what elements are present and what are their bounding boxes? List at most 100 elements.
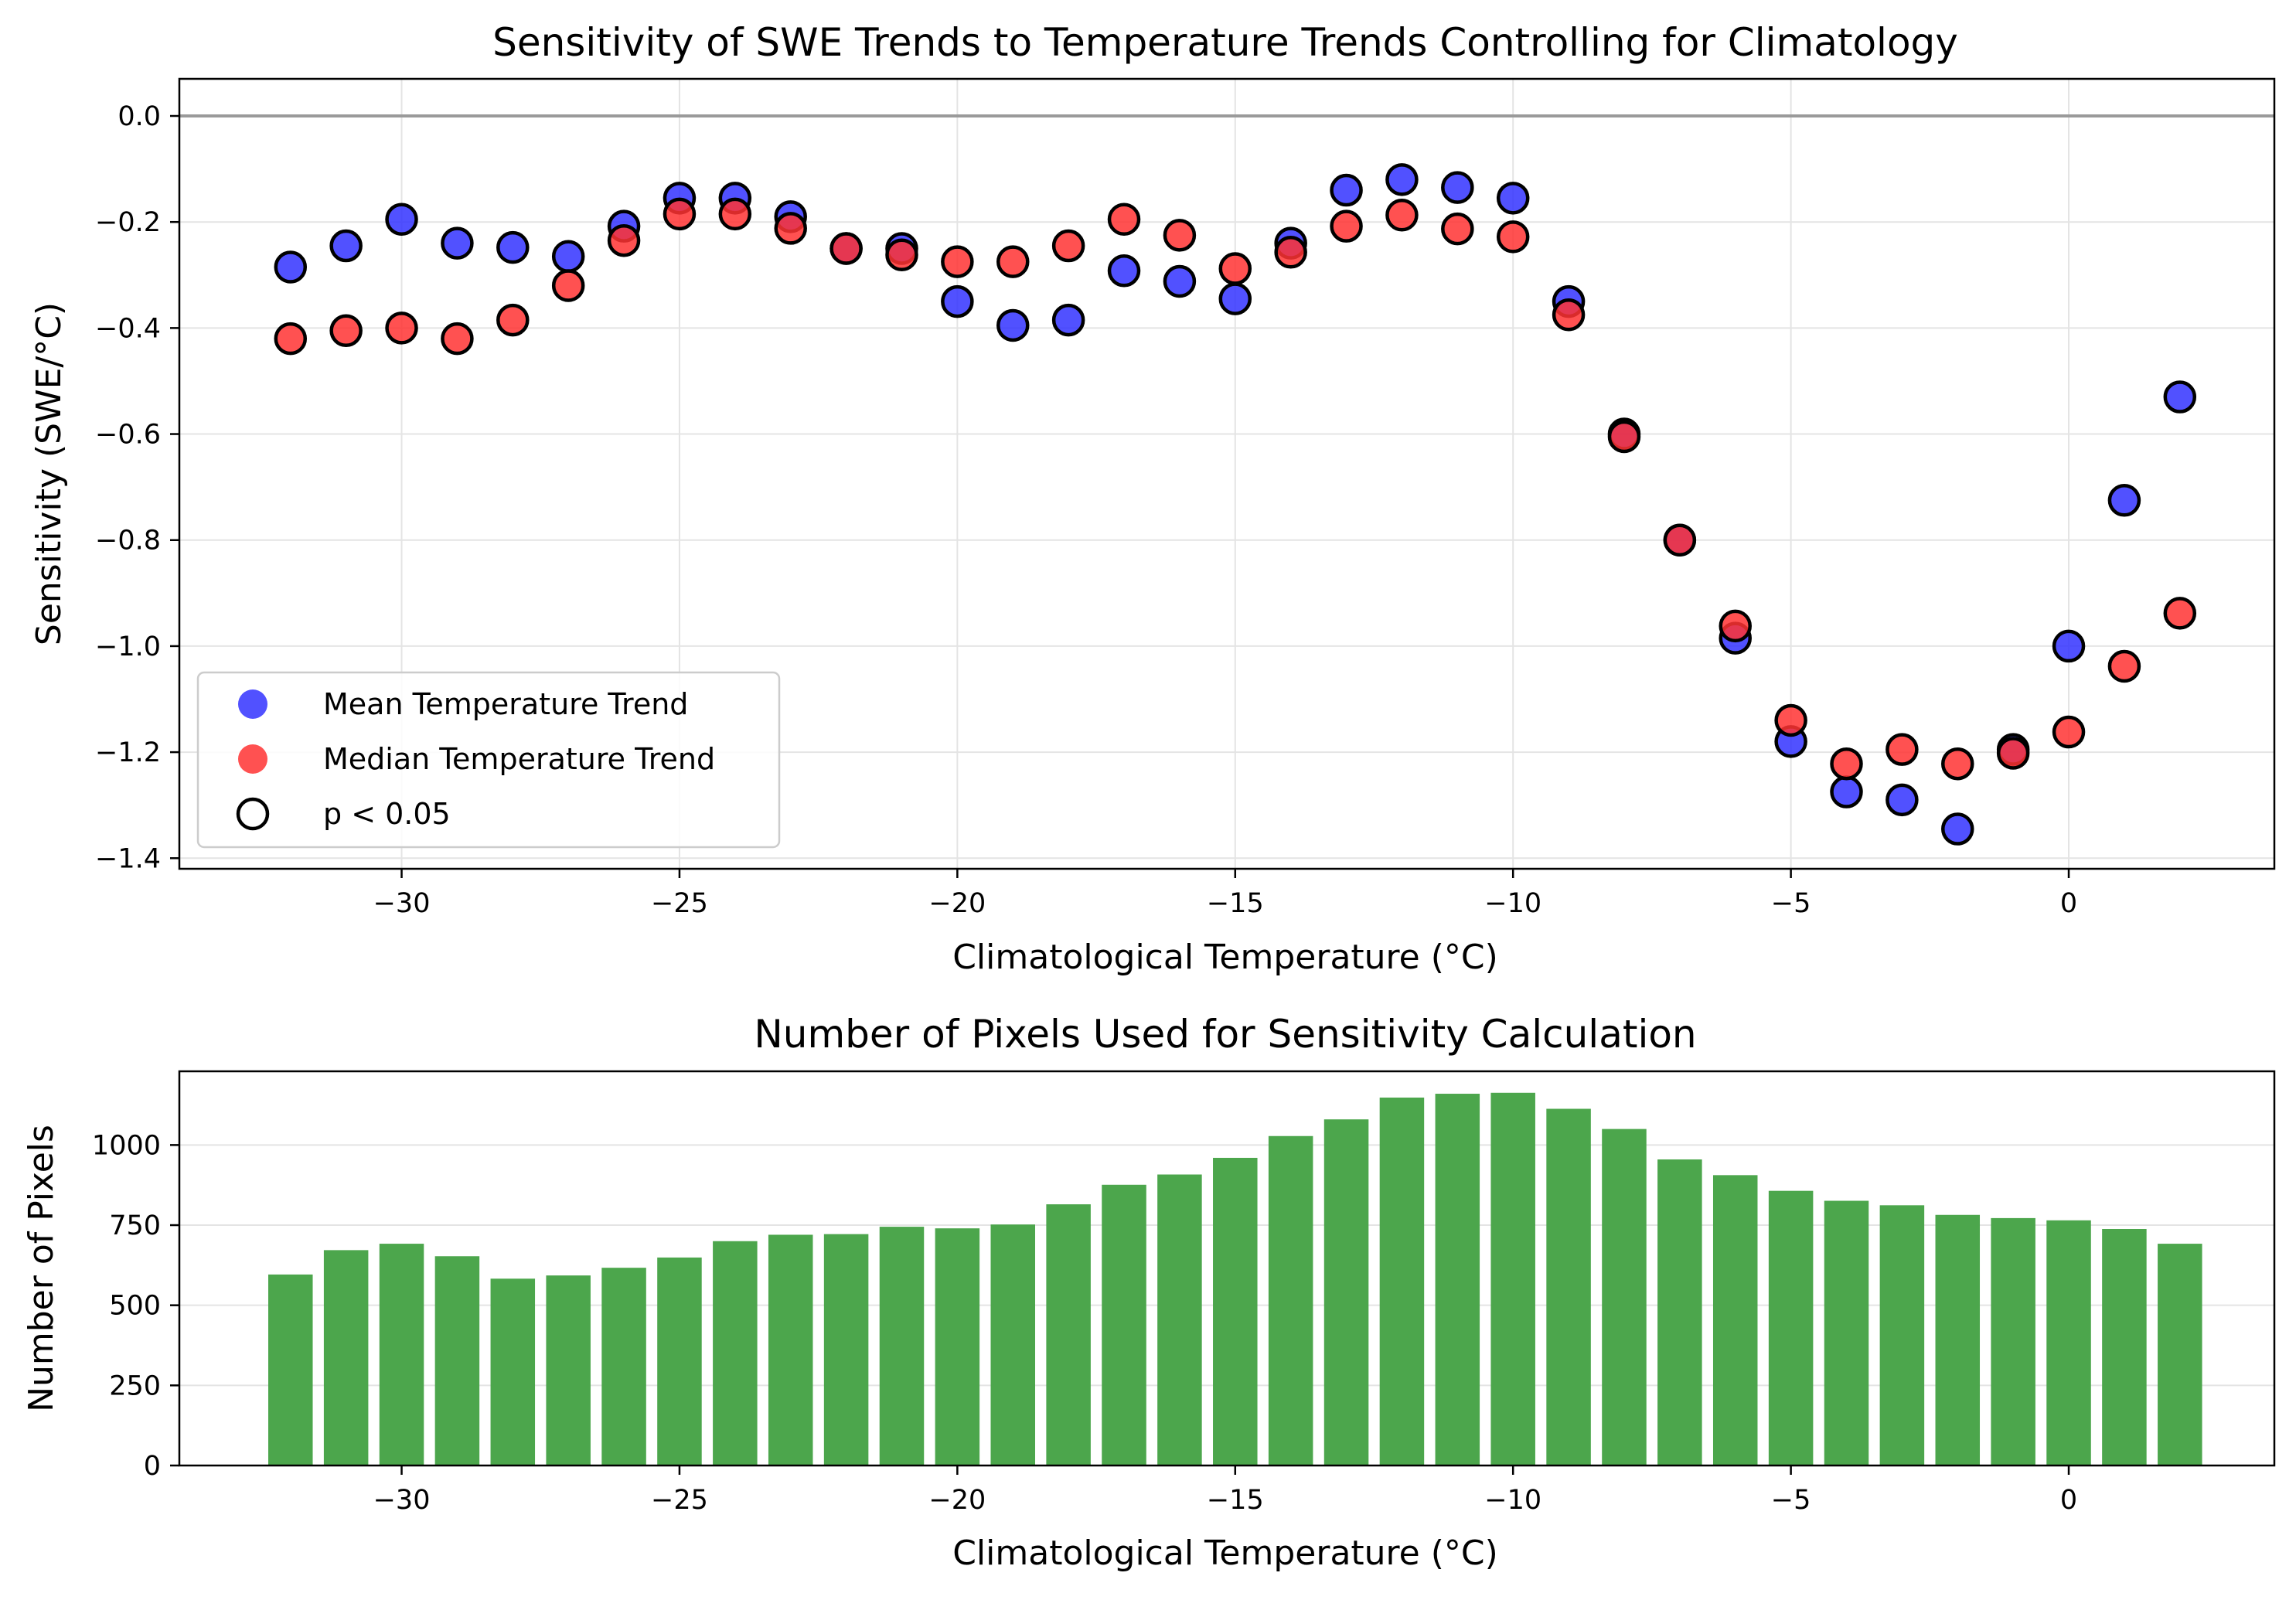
pixel-count-bar xyxy=(1157,1174,1202,1466)
legend-entry-median: Median Temperature Trend xyxy=(238,742,715,776)
mean-trend-point xyxy=(385,203,418,237)
bar-x-tick-label: −25 xyxy=(651,1485,708,1516)
bars xyxy=(268,1092,2202,1466)
pixel-count-bar xyxy=(1268,1135,1313,1466)
median-trend-point xyxy=(1552,298,1586,332)
legend-frame xyxy=(196,671,781,849)
bar-title: Number of Pixels Used for Sensitivity Ca… xyxy=(754,1012,1696,1057)
median-trend-point xyxy=(1663,523,1697,557)
pixel-count-bar xyxy=(379,1244,424,1466)
bar-y-tick-label: 1000 xyxy=(92,1130,161,1161)
scatter-x-tick-label: −25 xyxy=(651,888,708,919)
pixel-count-bar xyxy=(268,1274,313,1466)
bar-y-ticks: 0 250 500 750 1000 xyxy=(92,1130,179,1482)
pixel-count-bar xyxy=(768,1234,813,1466)
mean-trend-point xyxy=(2163,380,2197,414)
median-trend-point xyxy=(2107,649,2141,683)
scatter-y-tick-label: −0.8 xyxy=(95,526,161,557)
pixel-count-bar xyxy=(1435,1094,1480,1466)
median-trend-point xyxy=(441,322,474,356)
pixel-count-bar xyxy=(1490,1092,1535,1466)
scatter-x-tick-label: −30 xyxy=(373,888,431,919)
bar-y-axis-label: Number of Pixels xyxy=(22,1125,61,1412)
scatter-y-tick-label: −1.0 xyxy=(95,631,161,662)
pixel-count-bar xyxy=(2046,1220,2091,1466)
legend-marker-significance xyxy=(236,797,270,831)
legend-label-significance: p < 0.05 xyxy=(323,797,451,831)
legend-label-mean: Mean Temperature Trend xyxy=(323,687,688,721)
pixel-count-bar xyxy=(713,1241,758,1466)
pixel-count-bar xyxy=(1323,1119,1369,1466)
median-trend-point xyxy=(1719,609,1752,643)
median-trend-point xyxy=(1496,220,1530,254)
median-trend-point xyxy=(1774,703,1807,737)
bar-y-tick-label: 0 xyxy=(144,1451,161,1482)
median-trend-point xyxy=(2163,597,2197,630)
scatter-points xyxy=(274,163,2197,846)
pixel-count-bar xyxy=(2158,1244,2202,1466)
median-trend-point xyxy=(1941,747,1974,781)
bar-y-tick-label: 250 xyxy=(109,1370,161,1401)
pixel-count-bar xyxy=(1213,1157,1258,1466)
scatter-panel: Sensitivity of SWE Trends to Temperature… xyxy=(29,20,2276,977)
mean-trend-point xyxy=(274,250,308,284)
median-trend-point xyxy=(1996,737,2030,770)
median-trend-point xyxy=(274,322,308,356)
pixel-count-bar xyxy=(1991,1217,2035,1466)
bar-x-axis-label: Climatological Temperature (°C) xyxy=(952,1534,1498,1573)
pixel-count-bar xyxy=(1712,1175,1758,1466)
bar-x-ticks: −30 −25 −20 −15 −10 −5 0 xyxy=(373,1466,2077,1516)
scatter-x-tick-label: −5 xyxy=(1771,888,1811,919)
median-trend-point xyxy=(829,232,863,265)
pixel-count-bar xyxy=(2102,1229,2147,1466)
scatter-x-axis-label: Climatological Temperature (°C) xyxy=(952,938,1498,977)
median-trend-point xyxy=(1218,252,1252,285)
mean-trend-point xyxy=(1107,254,1141,288)
median-trend-point xyxy=(1607,420,1641,454)
bar-frame xyxy=(178,1070,2276,1467)
scatter-y-tick-label: −0.6 xyxy=(95,420,161,451)
mean-trend-point xyxy=(996,308,1030,342)
scatter-title: Sensitivity of SWE Trends to Temperature… xyxy=(492,20,1958,65)
mean-trend-point xyxy=(1218,282,1252,315)
median-trend-point xyxy=(1274,236,1307,269)
mean-trend-point xyxy=(1886,783,1919,817)
median-trend-point xyxy=(663,197,697,231)
scatter-y-tick-label: −0.2 xyxy=(95,207,161,238)
median-trend-point xyxy=(1107,203,1141,237)
scatter-x-tick-label: −20 xyxy=(928,888,986,919)
pixel-count-bar xyxy=(601,1268,646,1466)
pixel-count-bar xyxy=(1379,1098,1425,1466)
median-trend-point xyxy=(2052,715,2086,749)
mean-trend-point xyxy=(941,284,974,318)
median-trend-point xyxy=(385,311,418,345)
scatter-y-ticks: 0.0 −0.2 −0.4 −0.6 −0.8 −1.0 −1.2 −1.4 xyxy=(95,101,179,874)
median-trend-point xyxy=(718,197,752,231)
pixel-count-bar xyxy=(1824,1200,1869,1466)
mean-trend-point xyxy=(441,226,474,260)
mean-trend-point xyxy=(1941,812,1974,846)
pixel-count-bar xyxy=(935,1228,980,1466)
pixel-count-bar xyxy=(1546,1108,1591,1466)
median-trend-point xyxy=(329,314,363,348)
pixel-count-bar xyxy=(1602,1129,1647,1466)
mean-trend-point xyxy=(2052,629,2086,663)
median-trend-point xyxy=(551,269,585,302)
pixel-count-bar xyxy=(657,1257,702,1466)
median-trend-point xyxy=(996,245,1030,278)
median-trend-point xyxy=(1163,219,1197,252)
median-trend-point xyxy=(1330,209,1363,243)
median-trend-point xyxy=(1830,747,1863,781)
legend-label-median: Median Temperature Trend xyxy=(323,742,715,776)
scatter-y-tick-label: −0.4 xyxy=(95,313,161,344)
legend-entry-significance: p < 0.05 xyxy=(236,797,451,831)
pixel-count-bar xyxy=(546,1275,591,1466)
median-trend-point xyxy=(774,212,807,245)
scatter-y-tick-label: −1.2 xyxy=(95,737,161,768)
median-trend-point xyxy=(885,238,918,271)
pixel-count-bar xyxy=(1102,1184,1146,1466)
mean-trend-point xyxy=(1163,264,1197,298)
pixel-count-bar xyxy=(1935,1214,1981,1466)
pixel-count-bar xyxy=(1657,1159,1702,1466)
